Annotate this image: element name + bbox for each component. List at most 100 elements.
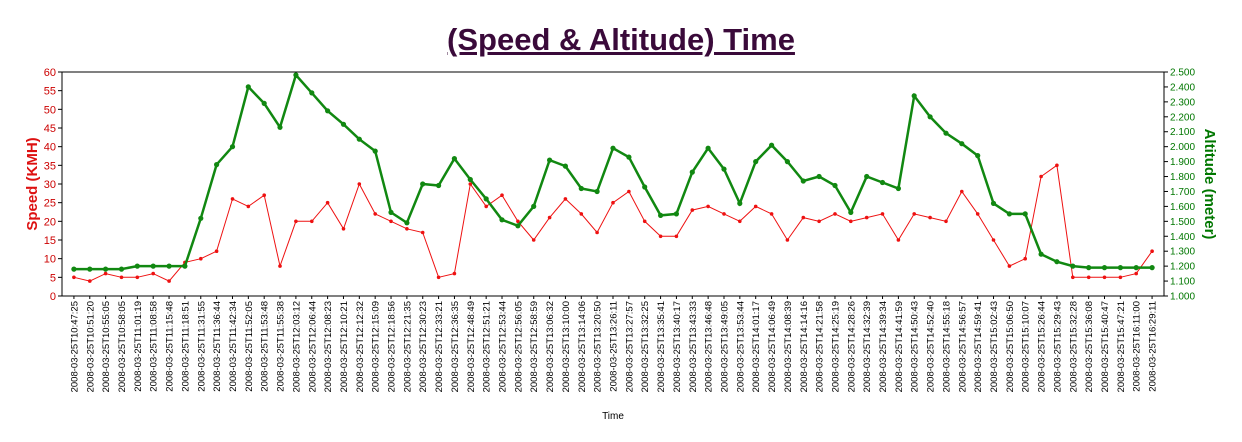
altitude-point [721, 166, 727, 172]
altitude-point [451, 156, 457, 162]
altitude-point [832, 182, 838, 189]
x-axis-ticks: 2008-03-25T10:47:25 2008-03-25T10:51:20 20… [69, 296, 1159, 392]
altitude-point [420, 181, 426, 187]
left-tick-label: 50 [44, 104, 56, 116]
x-tick-label: 2008-03-25T12:10:21 [339, 301, 350, 392]
right-tick-label: 2.400 [1170, 82, 1195, 93]
altitude-point [388, 209, 394, 215]
speed-point [1055, 163, 1059, 168]
x-tick-label: 2008-03-25T14:50:43 [910, 301, 921, 392]
speed-point [627, 189, 631, 194]
altitude-point [895, 185, 902, 192]
altitude-point [71, 266, 77, 272]
speed-point [135, 275, 140, 280]
x-tick-label: 2008-03-25T11:53:48 [260, 301, 271, 392]
speed-point [72, 275, 76, 280]
x-tick-label: 2008-03-25T11:31:55 [196, 301, 207, 392]
right-tick-label: 1.100 [1170, 277, 1195, 288]
speed-point [1102, 275, 1107, 280]
speed-point [769, 212, 774, 216]
right-axis-label: Altitude (meter) [1201, 129, 1218, 240]
x-tick-label: 2008-03-25T12:15:09 [371, 301, 382, 392]
x-tick-label: 2008-03-25T11:36:44 [212, 301, 223, 392]
x-tick-label: 2008-03-25T13:46:48 [704, 301, 715, 392]
x-tick-label: 2008-03-25T13:53:44 [735, 301, 746, 392]
left-tick-label: 5 [50, 272, 56, 284]
left-tick-label: 55 [44, 86, 56, 98]
x-tick-label: 2008-03-25T12:12:32 [355, 301, 366, 392]
altitude-point [547, 157, 553, 163]
right-tick-label: 2.100 [1170, 127, 1195, 138]
altitude-point [214, 162, 220, 168]
speed-point [611, 200, 615, 205]
x-tick-label: 2008-03-25T10:47:25 [69, 301, 80, 392]
speed-point [278, 264, 282, 268]
speed-point [864, 215, 869, 220]
x-tick-label: 2008-03-25T13:26:11 [609, 301, 620, 392]
right-tick-label: 2.000 [1170, 142, 1195, 153]
altitude-point [150, 263, 156, 269]
x-tick-label: 2008-03-25T11:42:34 [228, 301, 239, 392]
speed-point [928, 215, 932, 220]
altitude-point [1038, 251, 1044, 257]
speed-point [405, 227, 409, 231]
altitude-point [578, 185, 584, 192]
altitude-point [769, 142, 775, 148]
x-tick-label: 2008-03-25T12:56:05 [513, 301, 524, 392]
x-tick-label: 2008-03-25T15:26:44 [1037, 301, 1048, 392]
x-tick-label: 2008-03-25T10:51:20 [85, 301, 96, 392]
x-tick-label: 2008-03-25T14:32:39 [862, 301, 873, 392]
x-tick-label: 2008-03-25T12:08:23 [323, 301, 334, 392]
altitude-point [372, 148, 378, 154]
altitude-point [1070, 263, 1076, 269]
speed-point [468, 182, 473, 186]
x-tick-label: 2008-03-25T15:47:21 [1116, 301, 1127, 392]
speed-point [119, 275, 124, 280]
speed-point [1023, 256, 1027, 261]
x-tick-label: 2008-03-25T12:33:21 [434, 301, 445, 392]
left-tick-label: 0 [50, 291, 56, 303]
x-tick-label: 2008-03-25T14:01:17 [751, 301, 762, 392]
speed-point [706, 204, 710, 209]
altitude-point [705, 145, 711, 151]
speed-point [579, 212, 584, 216]
x-tick-label: 2008-03-25T12:53:44 [498, 301, 509, 392]
x-tick-label: 2008-03-25T14:39:34 [878, 301, 889, 392]
speed-point [896, 238, 901, 242]
x-tick-label: 2008-03-25T12:30:23 [418, 301, 429, 392]
altitude-point [134, 263, 140, 269]
speed-point [516, 219, 520, 224]
speed-point [436, 275, 441, 280]
altitude-point [118, 266, 125, 272]
left-tick-label: 45 [44, 123, 56, 135]
x-tick-label: 2008-03-25T15:32:28 [1068, 301, 1079, 392]
x-tick-label: 2008-03-25T12:58:59 [529, 301, 540, 392]
x-tick-label: 2008-03-25T14:08:39 [783, 301, 794, 392]
x-tick-label: 2008-03-25T14:52:40 [926, 301, 937, 392]
x-tick-label: 2008-03-25T15:02:43 [989, 301, 1000, 392]
x-tick-label: 2008-03-25T13:10:00 [561, 301, 572, 392]
altitude-point [594, 188, 600, 195]
speed-point [738, 219, 742, 224]
right-tick-label: 2.500 [1170, 68, 1195, 79]
altitude-point [229, 144, 236, 150]
altitude-point [1149, 265, 1155, 271]
x-tick-label: 2008-03-25T16:11:00 [1132, 301, 1143, 392]
altitude-point [689, 169, 695, 175]
altitude-point [879, 179, 886, 186]
series-layer [71, 72, 1155, 283]
x-tick-label: 2008-03-25T13:14:06 [577, 301, 588, 392]
altitude-point [927, 114, 933, 120]
speed-point [230, 197, 235, 201]
x-tick-label: 2008-03-25T14:06:49 [767, 301, 778, 392]
speed-point [1039, 174, 1043, 179]
speed-point [833, 212, 837, 216]
altitude-point [990, 200, 997, 206]
x-tick-label: 2008-03-25T14:59:41 [973, 301, 984, 392]
speed-point [103, 271, 108, 276]
plot-area [61, 71, 1165, 297]
x-tick-label: 2008-03-25T14:21:58 [815, 301, 826, 392]
right-tick-label: 2.200 [1170, 112, 1195, 123]
x-tick-label: 2008-03-25T13:49:05 [719, 301, 730, 392]
